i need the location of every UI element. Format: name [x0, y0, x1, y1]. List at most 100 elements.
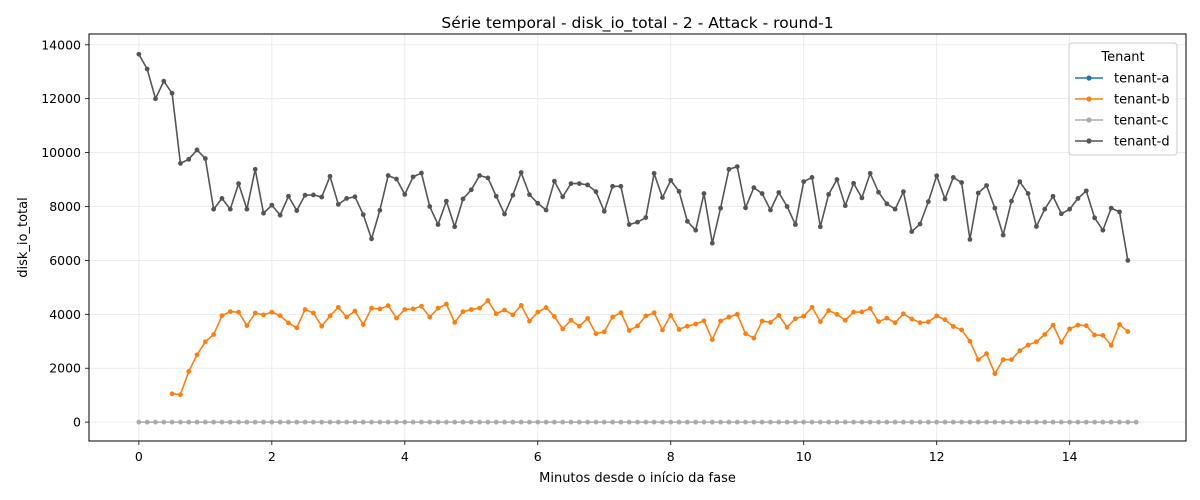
data-point-tenant-b — [269, 309, 275, 315]
data-point-tenant-b — [527, 318, 532, 324]
data-point-tenant-c — [286, 419, 291, 425]
data-point-tenant-b — [901, 311, 906, 317]
data-point-tenant-c — [535, 419, 541, 425]
data-point-tenant-c — [1034, 419, 1039, 425]
data-point-tenant-c — [734, 419, 740, 425]
data-point-tenant-b — [377, 306, 383, 312]
data-point-tenant-d — [286, 193, 291, 199]
data-point-tenant-c — [443, 419, 449, 425]
data-point-tenant-b — [502, 307, 507, 313]
data-point-tenant-b — [352, 308, 358, 314]
data-point-tenant-d — [934, 173, 940, 179]
data-point-tenant-c — [809, 419, 815, 425]
data-point-tenant-d — [1117, 209, 1122, 215]
data-point-tenant-b — [327, 313, 333, 319]
chart-title: Série temporal - disk_io_total - 2 - Att… — [441, 14, 833, 33]
data-point-tenant-d — [144, 66, 150, 72]
data-point-tenant-b — [236, 309, 241, 315]
data-point-tenant-d — [310, 192, 316, 198]
legend-item-tenant-b: tenant-b — [1075, 93, 1170, 108]
y-tick-label: 10000 — [41, 145, 81, 160]
data-point-tenant-b — [925, 319, 931, 325]
data-point-tenant-d — [759, 191, 765, 196]
data-point-tenant-c — [219, 419, 225, 425]
data-point-tenant-c — [252, 419, 258, 425]
data-point-tenant-b — [826, 308, 832, 313]
legend-label: tenant-d — [1114, 135, 1170, 150]
data-point-tenant-d — [502, 211, 507, 217]
legend: Tenant tenant-a tenant-b tenant-c tenant-d — [1068, 42, 1178, 156]
data-point-tenant-b — [817, 319, 823, 324]
y-tick-label: 2000 — [49, 361, 81, 376]
data-point-tenant-c — [726, 419, 732, 425]
data-point-tenant-d — [510, 192, 516, 198]
data-point-tenant-b — [709, 337, 715, 343]
data-point-tenant-b — [867, 305, 873, 311]
data-point-tenant-b — [360, 322, 366, 327]
data-point-tenant-d — [568, 181, 574, 186]
data-point-tenant-b — [693, 321, 699, 327]
data-point-tenant-d — [1067, 206, 1073, 212]
data-point-tenant-b — [934, 313, 940, 319]
data-point-tenant-d — [909, 229, 915, 234]
data-point-tenant-b — [859, 309, 865, 315]
data-point-tenant-c — [1100, 419, 1106, 425]
data-point-tenant-b — [568, 317, 574, 323]
data-point-tenant-c — [1117, 419, 1122, 425]
data-point-tenant-b — [1092, 332, 1097, 338]
data-point-tenant-b — [610, 314, 615, 320]
series-tenant-d — [136, 51, 1131, 263]
series-tenant-c — [136, 419, 1139, 425]
data-point-tenant-b — [493, 311, 499, 317]
legend-box — [1068, 42, 1178, 156]
y-tick-label: 0 — [73, 415, 81, 430]
data-point-tenant-d — [660, 195, 665, 201]
data-point-tenant-c — [593, 419, 599, 425]
data-point-tenant-d — [1075, 196, 1081, 201]
data-point-tenant-c — [419, 419, 424, 425]
data-point-tenant-b — [560, 326, 566, 332]
data-point-tenant-d — [635, 219, 640, 225]
data-point-tenant-d — [718, 205, 724, 211]
data-point-tenant-c — [842, 419, 848, 425]
data-point-tenant-b — [302, 307, 308, 312]
data-point-tenant-c — [360, 419, 366, 425]
data-point-tenant-c — [202, 419, 208, 425]
x-tick-label: 4 — [401, 449, 409, 464]
data-point-tenant-b — [809, 304, 815, 310]
data-point-tenant-c — [261, 419, 266, 425]
data-point-tenant-d — [543, 207, 549, 213]
x-tick-label: 2 — [268, 449, 276, 464]
data-point-tenant-b — [178, 392, 183, 398]
plot-frame — [88, 33, 1187, 442]
x-tick-label: 14 — [1062, 449, 1078, 464]
data-point-tenant-c — [1133, 419, 1139, 425]
data-point-tenant-b — [551, 314, 557, 319]
data-point-tenant-c — [551, 419, 557, 425]
data-point-tenant-b — [394, 315, 399, 321]
data-point-tenant-c — [1075, 419, 1081, 425]
data-point-tenant-c — [867, 419, 873, 425]
data-point-tenant-d — [535, 200, 541, 206]
data-point-tenant-c — [543, 419, 549, 425]
data-point-tenant-b — [452, 320, 458, 325]
data-point-tenant-d — [518, 170, 524, 175]
data-point-tenant-b — [651, 310, 657, 316]
data-point-tenant-d — [734, 164, 740, 170]
data-point-tenant-d — [610, 183, 615, 189]
data-point-tenant-d — [701, 191, 707, 196]
legend-item-tenant-c: tenant-c — [1075, 114, 1168, 129]
data-point-tenant-c — [751, 419, 757, 425]
data-point-tenant-b — [668, 313, 674, 318]
data-point-tenant-b — [660, 327, 665, 333]
data-point-tenant-d — [1025, 191, 1031, 196]
legend-items: tenant-a tenant-b tenant-c tenant-d — [1075, 72, 1170, 150]
data-point-tenant-d — [1000, 232, 1006, 238]
data-point-tenant-b — [510, 312, 516, 318]
data-point-tenant-b — [1034, 339, 1039, 345]
data-point-tenant-d — [335, 201, 341, 207]
data-point-tenant-b — [244, 323, 250, 329]
data-point-tenant-d — [876, 189, 881, 195]
data-point-tenant-c — [884, 419, 890, 425]
data-point-tenant-b — [518, 303, 524, 308]
